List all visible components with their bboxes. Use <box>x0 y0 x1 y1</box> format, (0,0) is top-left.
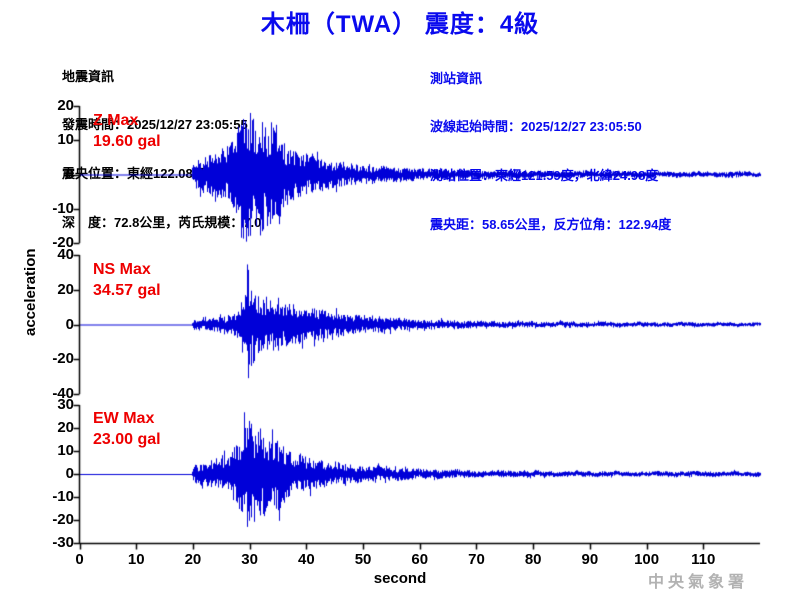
ns-max-value: 34.57 gal <box>93 282 161 299</box>
x-axis-label: second <box>373 570 427 587</box>
x-tick-label: 40 <box>297 551 315 568</box>
x-tick-label: 30 <box>241 551 258 568</box>
agency-watermark: 中央氣象署 <box>648 574 749 591</box>
ns-max-title: NS Max <box>93 261 151 278</box>
y-tick-label: -10 <box>52 488 74 505</box>
y-tick-label: 30 <box>57 396 74 413</box>
y-tick-label: -20 <box>52 234 74 251</box>
y-tick-label: 10 <box>57 442 74 459</box>
x-tick-label: 60 <box>411 551 429 568</box>
y-tick-label: -40 <box>52 385 74 402</box>
ew-max-label: EW Max 23.00 gal <box>93 408 161 450</box>
y-tick-label: -20 <box>52 511 74 528</box>
y-tick-label: -10 <box>52 199 74 217</box>
z-max-title: Z Max <box>93 112 139 129</box>
x-tick-label: 0 <box>75 551 84 568</box>
y-tick-label: 0 <box>65 165 74 183</box>
y-tick-label: 0 <box>65 465 74 482</box>
ew-max-title: EW Max <box>93 410 155 427</box>
y-tick-label: 0 <box>65 315 74 333</box>
x-tick-label: 70 <box>468 551 485 568</box>
x-tick-label: 100 <box>634 551 660 568</box>
z-max-label: Z Max 19.60 gal <box>93 110 161 152</box>
ew-max-value: 23.00 gal <box>93 431 161 448</box>
x-tick-label: 50 <box>354 551 372 568</box>
y-tick-label: -20 <box>52 350 74 368</box>
x-tick-label: 90 <box>581 551 599 568</box>
y-tick-label: 20 <box>57 280 74 298</box>
x-tick-label: 80 <box>524 551 542 568</box>
y-tick-label: -30 <box>52 534 74 551</box>
x-tick-label: 20 <box>184 551 202 568</box>
z-max-value: 19.60 gal <box>93 133 161 150</box>
x-tick-label: 110 <box>691 551 716 568</box>
y-tick-label: 40 <box>57 246 74 263</box>
y-tick-label: 20 <box>57 97 74 114</box>
x-tick-label: 10 <box>127 551 145 568</box>
y-tick-label: 20 <box>57 419 74 436</box>
y-tick-label: 10 <box>57 131 74 149</box>
ns-max-label: NS Max 34.57 gal <box>93 259 161 301</box>
